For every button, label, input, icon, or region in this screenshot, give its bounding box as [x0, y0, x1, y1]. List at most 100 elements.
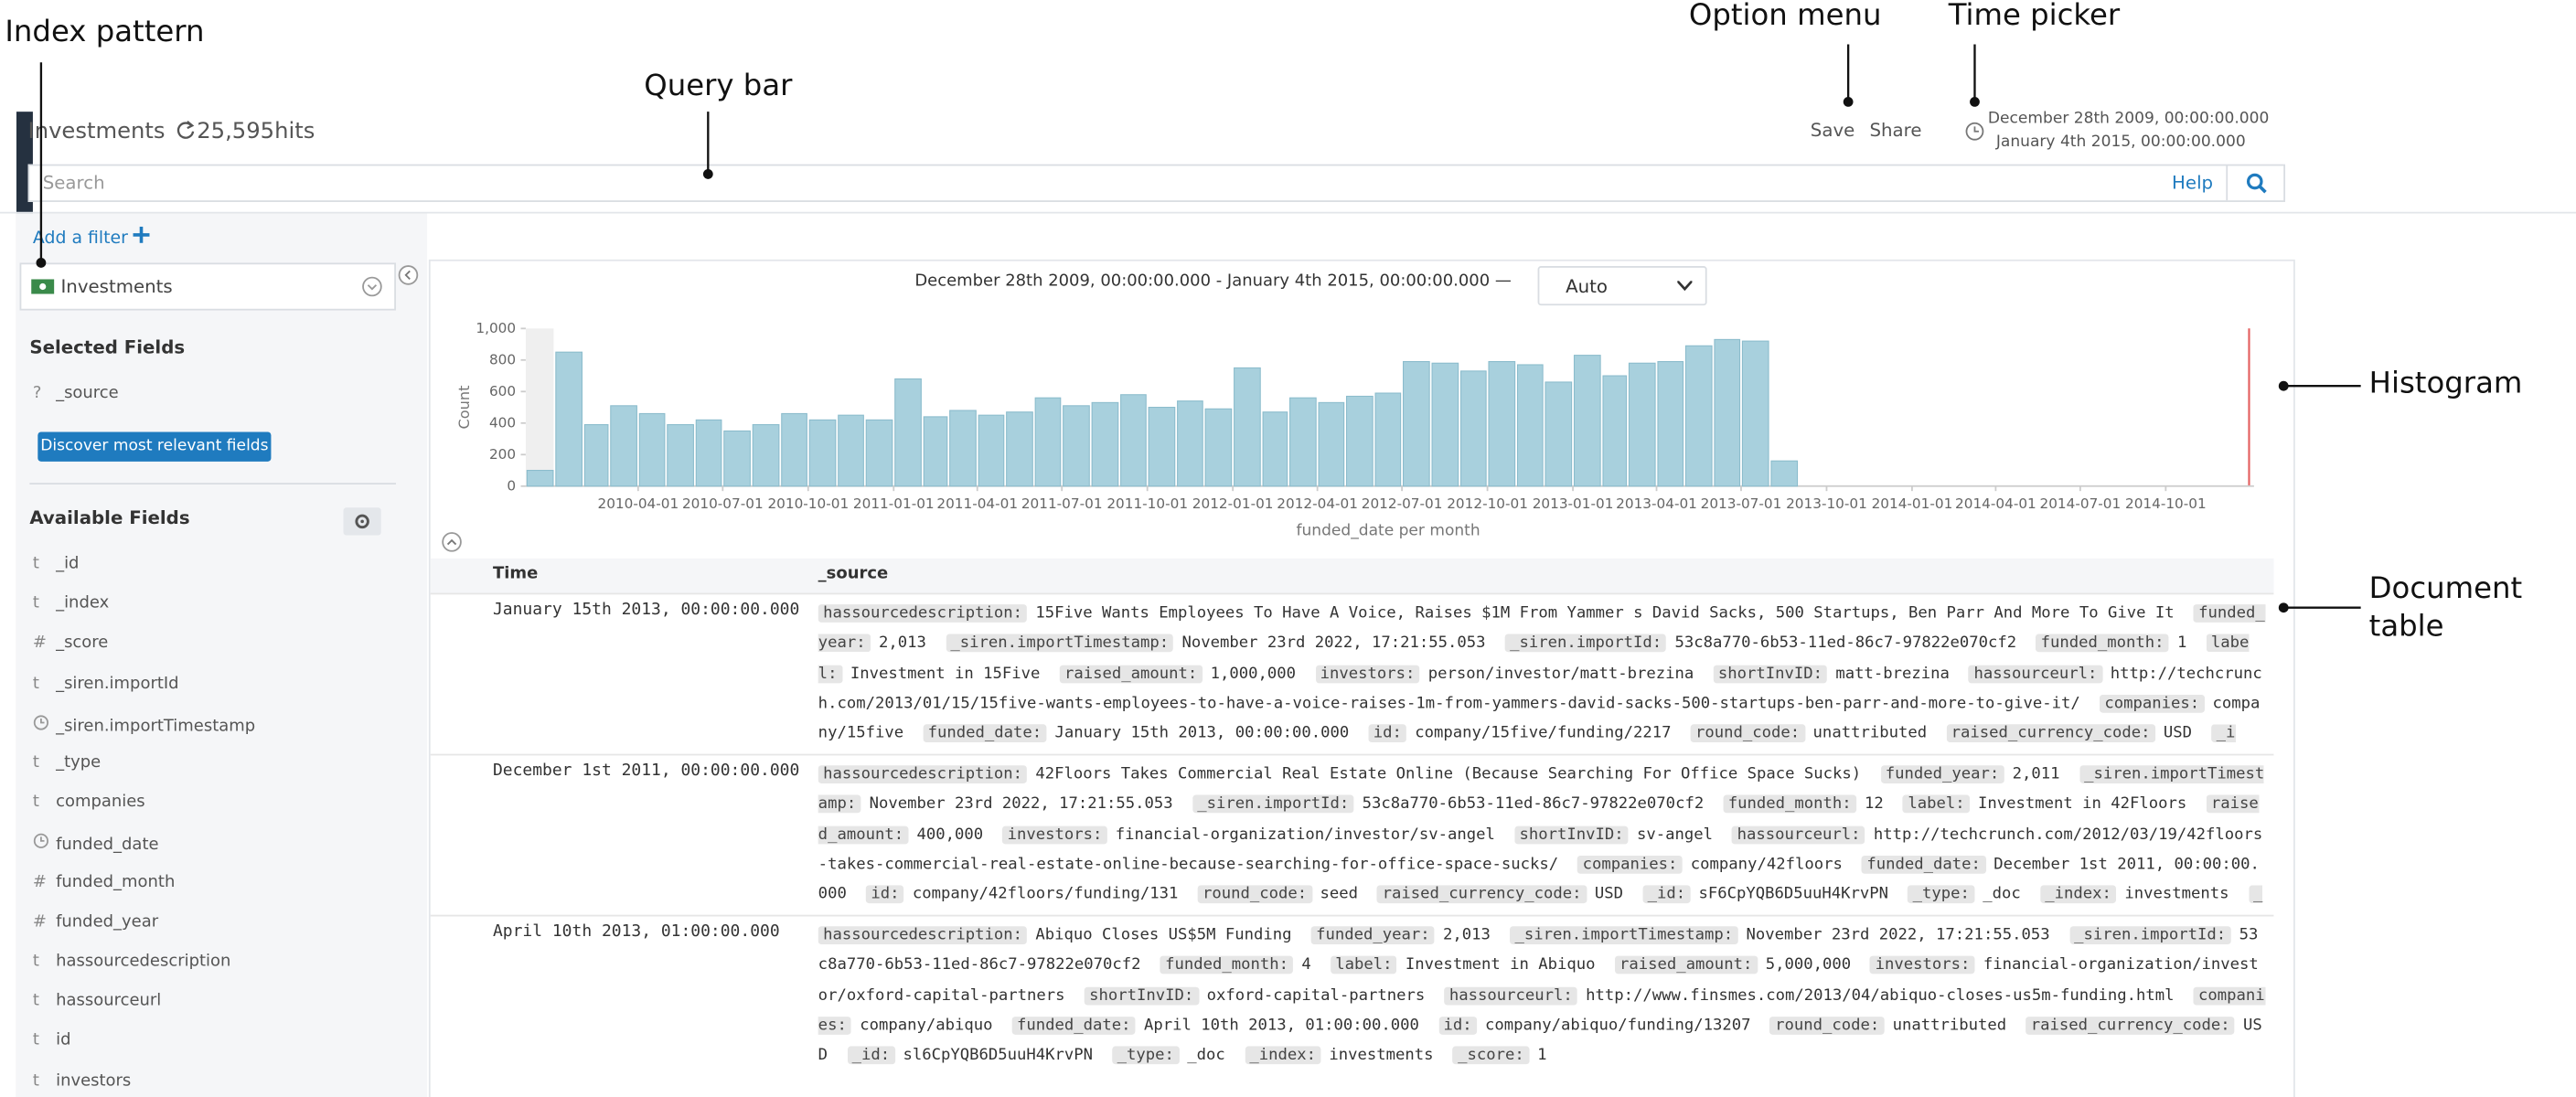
field-key: id:: [865, 885, 904, 904]
field-value: oxford-capital-partners: [1206, 986, 1426, 1005]
field-value: Investment in 15Five: [850, 664, 1041, 683]
field-value: investments: [1329, 1046, 1434, 1065]
field-key: funded_date:: [1862, 855, 1986, 874]
field-row[interactable]: t _type: [33, 754, 101, 772]
field-value: USD: [818, 1016, 2262, 1065]
table-header: [430, 558, 2274, 593]
field-value: 1: [1537, 1046, 1547, 1065]
index-name: Investments: [27, 118, 166, 145]
field-value: company/abiquo/funding/13207: [1484, 1016, 1751, 1035]
field-value: _doc: [1983, 885, 2021, 904]
field-name[interactable]: funded_date: [56, 836, 159, 855]
field-type-icon: t: [32, 555, 39, 573]
field-row[interactable]: # funded_year: [33, 913, 158, 932]
field-name[interactable]: _source: [56, 384, 119, 403]
field-type-icon: #: [32, 873, 48, 891]
field-value: November 23rd 2022, 17:21:55.053: [1746, 926, 2050, 945]
field-row[interactable]: # funded_month: [33, 873, 175, 891]
field-name[interactable]: investors: [56, 1071, 132, 1091]
field-name[interactable]: funded_month: [56, 873, 176, 891]
field-value: http://www.finsmes.com/2013/04/abiquo-cl…: [1586, 986, 2175, 1005]
field-name[interactable]: _siren.importTimestamp: [56, 717, 256, 736]
index-pattern-name[interactable]: Investments: [60, 275, 173, 298]
plus-icon[interactable]: [133, 226, 150, 243]
discover-button[interactable]: Discover most relevant fields: [37, 431, 272, 462]
field-row[interactable]: t _id: [33, 555, 80, 573]
field-name[interactable]: _score: [56, 634, 109, 653]
field-row[interactable]: t hassourceurl: [33, 992, 161, 1010]
dropdown-arrow[interactable]: [1677, 281, 1693, 291]
field-key: _type:: [1112, 1046, 1180, 1065]
field-value: financial-organization/investor/oxford-c…: [818, 956, 2259, 1005]
field-type-icon: #: [32, 634, 48, 653]
field-name[interactable]: companies: [56, 793, 145, 812]
add-filter[interactable]: Add a filter: [32, 226, 150, 249]
field-value: 12: [1865, 795, 1884, 814]
share[interactable]: Share: [1869, 120, 1922, 142]
field-value: November 23rd 2022, 17:21:55.053: [869, 795, 1173, 814]
settings-button[interactable]: [343, 507, 381, 536]
sidebar: [16, 213, 428, 1097]
field-type-icon: t: [32, 992, 39, 1011]
header: Investments 25,595hits: [28, 118, 315, 144]
interval-select[interactable]: Auto: [1537, 266, 1707, 306]
field-row[interactable]: _siren.importTimestamp: [33, 714, 255, 735]
field-name[interactable]: hassourceurl: [56, 992, 162, 1011]
field-key: hassourceurl:: [1969, 665, 2102, 683]
field-key: investors:: [1002, 825, 1107, 844]
field-key: hassourcedescription:: [818, 604, 1028, 623]
field-name[interactable]: _type: [56, 753, 102, 772]
field-row[interactable]: t _index: [33, 595, 109, 613]
field-key: _siren.importId:: [1504, 634, 1667, 653]
hits-label: hits: [274, 118, 315, 145]
refresh-icon[interactable]: [176, 120, 196, 140]
document-source: hassourcedescription: 15Five Wants Employ…: [818, 600, 2268, 751]
field-key: raised_amount:: [1614, 956, 1758, 975]
field-row[interactable]: t id: [33, 1032, 71, 1050]
field-row[interactable]: # _score: [33, 634, 108, 653]
field-name[interactable]: _id: [56, 555, 80, 573]
section-title: Selected Fields: [29, 336, 186, 358]
field-row[interactable]: t investors: [33, 1071, 131, 1090]
field-name[interactable]: _index: [56, 594, 110, 613]
time-to[interactable]: January 4th 2015, 00:00:00.000: [1995, 133, 2246, 152]
field-row[interactable]: t hassourcedescription: [33, 953, 230, 971]
index-pattern-select[interactable]: Investments: [19, 262, 396, 311]
field-name[interactable]: _siren.importId: [56, 674, 179, 693]
field-value: 1: [2176, 634, 2187, 653]
field-name[interactable]: id: [56, 1031, 71, 1050]
save[interactable]: Save: [1810, 120, 1855, 142]
field-key: raised_amount:: [1059, 665, 1202, 683]
field-name[interactable]: hassourcedescription: [56, 953, 231, 971]
field-key: _index:: [2039, 885, 2117, 904]
add-filter-label[interactable]: Add a filter: [32, 228, 128, 249]
field-key: investors:: [1870, 956, 1975, 975]
field-key: round_code:: [1197, 885, 1312, 904]
field-value: investments: [2124, 885, 2229, 904]
query-bar[interactable]: Search Help: [27, 164, 2286, 202]
clock-icon[interactable]: [1965, 122, 1985, 142]
collapse-sidebar[interactable]: [398, 264, 419, 285]
chevron[interactable]: [361, 276, 382, 297]
hits-count: 25,595: [197, 118, 275, 145]
field-row[interactable]: t _siren.importId: [33, 675, 179, 693]
field-key: funded_year:: [1310, 926, 1436, 945]
time-from[interactable]: December 28th 2009, 00:00:00.000: [1987, 110, 2270, 129]
field-key: hassourcedescription:: [818, 765, 1028, 783]
field-value: November 23rd 2022, 17:21:55.053: [1181, 634, 1486, 653]
interval-value[interactable]: Auto: [1566, 275, 1609, 298]
field-row[interactable]: funded_date: [33, 834, 159, 855]
field-row[interactable]: t companies: [33, 793, 145, 812]
field-value: unattributed: [1892, 1016, 2007, 1035]
field-name[interactable]: funded_year: [56, 912, 159, 932]
field-row[interactable]: ? _source: [33, 384, 119, 402]
field-key: shortInvID:: [1713, 665, 1828, 683]
field-value: sv-angel: [1636, 825, 1714, 844]
field-value: company/15five/funding/2217: [1415, 724, 1672, 743]
search-button[interactable]: [2246, 173, 2267, 194]
search-placeholder[interactable]: Search: [42, 172, 105, 194]
divider: [29, 483, 396, 485]
field-value: Investment in Abiquo: [1405, 956, 1596, 975]
help-link[interactable]: Help: [2172, 172, 2214, 194]
field-value: 2,013: [1442, 926, 1491, 945]
